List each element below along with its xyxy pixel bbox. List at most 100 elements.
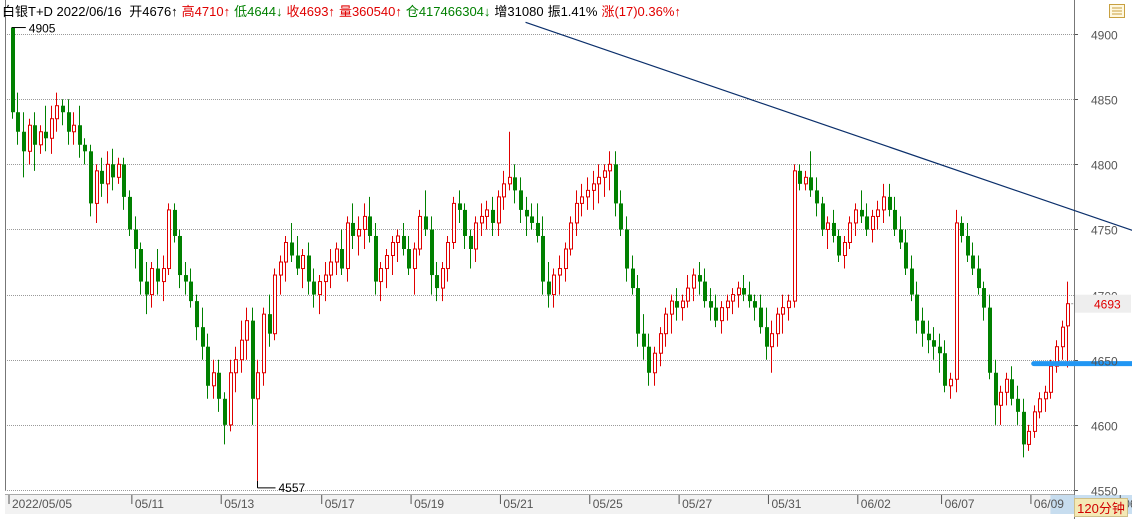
quote-field: 开4676↑ bbox=[129, 4, 178, 19]
candle-body bbox=[441, 268, 445, 289]
candle-body bbox=[100, 170, 104, 184]
candle-body bbox=[1016, 398, 1020, 412]
candle-body bbox=[558, 268, 562, 276]
x-tick-label: 05/19 bbox=[414, 497, 444, 511]
settings-icon[interactable] bbox=[1109, 4, 1125, 18]
candle-body bbox=[860, 209, 864, 217]
candle bbox=[1038, 392, 1042, 419]
quote-info-bar: 白银T+D 2022/06/16 开4676↑ 高4710↑ 低4644↓ 收4693… bbox=[2, 3, 681, 21]
candle-body bbox=[368, 216, 372, 236]
candle bbox=[402, 222, 406, 256]
candle bbox=[765, 307, 769, 360]
candle-body bbox=[485, 209, 489, 217]
candle bbox=[351, 203, 355, 249]
candle-body bbox=[793, 170, 797, 302]
candle bbox=[1027, 424, 1031, 451]
candle-body bbox=[391, 241, 395, 257]
candle-body bbox=[726, 300, 730, 309]
candle-body bbox=[256, 372, 260, 400]
x-tick-label: 2022/05/05 bbox=[12, 497, 72, 511]
candle bbox=[95, 164, 99, 223]
candle bbox=[748, 281, 752, 308]
candle-body bbox=[307, 255, 311, 282]
candle bbox=[212, 359, 216, 399]
candle-body bbox=[340, 249, 344, 269]
candle bbox=[530, 203, 534, 230]
candle bbox=[726, 294, 730, 321]
candle-body bbox=[826, 222, 830, 230]
candle bbox=[703, 268, 707, 308]
candle bbox=[435, 262, 439, 302]
candle bbox=[223, 392, 227, 445]
candle bbox=[28, 118, 32, 165]
candle bbox=[307, 242, 311, 295]
candle bbox=[480, 203, 484, 236]
candle bbox=[485, 200, 489, 230]
candle bbox=[653, 346, 657, 386]
candle-body bbox=[312, 281, 316, 295]
candle bbox=[245, 307, 249, 360]
candle bbox=[301, 249, 305, 289]
quote-field: 高4710↑ bbox=[181, 4, 231, 19]
candle bbox=[586, 177, 590, 210]
candle bbox=[150, 262, 154, 308]
candle-body bbox=[206, 346, 210, 386]
candle-body bbox=[251, 320, 255, 399]
x-tick-label: 05/13 bbox=[224, 497, 254, 511]
candle-body bbox=[201, 327, 205, 347]
candle-body bbox=[379, 268, 383, 283]
candle-body bbox=[1033, 411, 1037, 432]
candle bbox=[619, 190, 623, 236]
candle-body bbox=[999, 391, 1003, 406]
candle-body bbox=[809, 177, 813, 191]
candle bbox=[279, 255, 283, 295]
candle bbox=[508, 131, 512, 191]
candle-body bbox=[698, 275, 702, 282]
candle-body bbox=[675, 301, 679, 308]
candle-body bbox=[22, 131, 26, 152]
candle-body bbox=[899, 229, 903, 243]
candle bbox=[128, 190, 132, 236]
candle bbox=[921, 307, 925, 347]
candle-body bbox=[837, 235, 841, 256]
candle bbox=[1033, 405, 1037, 438]
candle bbox=[675, 288, 679, 321]
candle bbox=[625, 216, 629, 282]
x-tick-label: 05/11 bbox=[135, 497, 164, 511]
candle bbox=[446, 235, 450, 282]
candle-body bbox=[955, 222, 959, 380]
candle bbox=[379, 262, 383, 302]
candle bbox=[642, 314, 646, 360]
candle-body bbox=[111, 164, 115, 178]
candle-body bbox=[765, 327, 769, 347]
candle-body bbox=[977, 268, 981, 289]
y-tick-label: 4750 bbox=[1091, 224, 1118, 238]
candle-body bbox=[245, 320, 249, 341]
candle bbox=[737, 281, 741, 308]
candle-body bbox=[173, 209, 177, 236]
candle bbox=[234, 346, 238, 393]
period-selector[interactable]: 120分钟 bbox=[1074, 498, 1128, 517]
candle bbox=[474, 216, 478, 263]
candle-body bbox=[452, 202, 456, 243]
candle bbox=[659, 327, 663, 367]
candle bbox=[826, 216, 830, 249]
candle bbox=[1061, 320, 1065, 360]
candle bbox=[837, 229, 841, 263]
candle bbox=[698, 262, 702, 295]
candle bbox=[569, 216, 573, 256]
candle bbox=[910, 255, 914, 302]
candle-body bbox=[240, 339, 244, 361]
candle bbox=[966, 222, 970, 263]
candle-body bbox=[737, 287, 741, 296]
candle-body bbox=[145, 281, 149, 295]
candle bbox=[759, 294, 763, 334]
candle-body bbox=[430, 229, 434, 276]
candle-body bbox=[407, 249, 411, 269]
candle bbox=[932, 327, 936, 360]
candle bbox=[391, 235, 395, 276]
candle-body bbox=[642, 333, 646, 347]
candle-body bbox=[804, 176, 808, 185]
candle bbox=[452, 196, 456, 249]
